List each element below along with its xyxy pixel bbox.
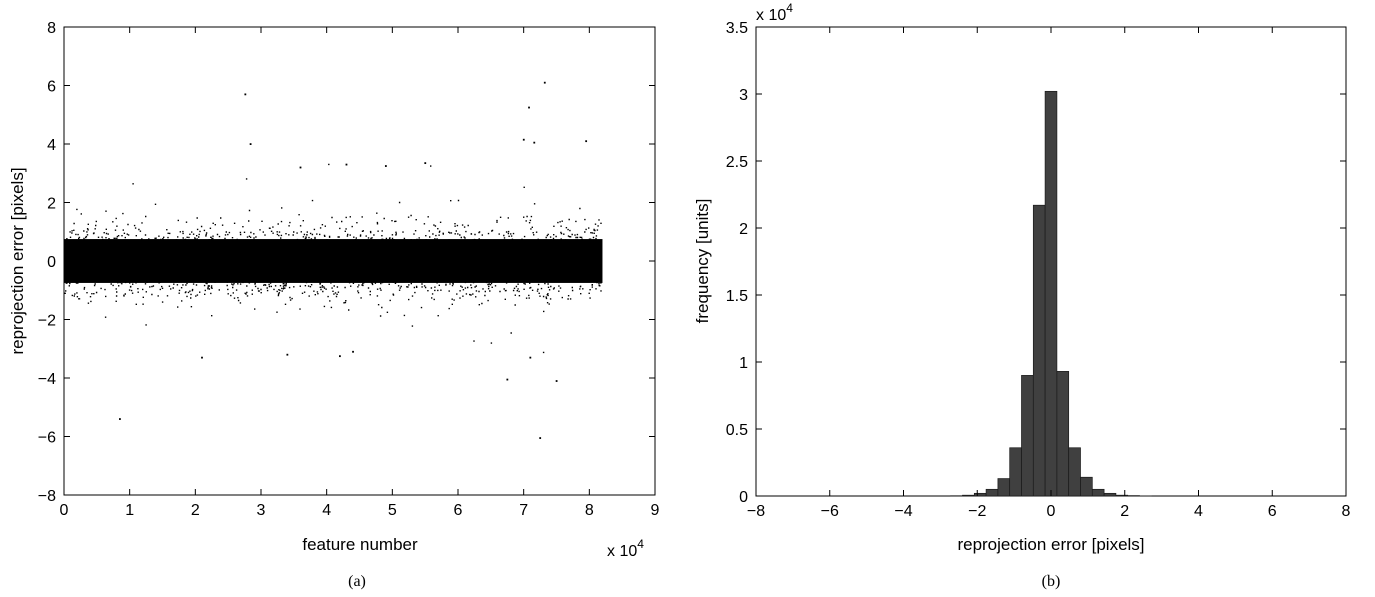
scatter-x-tick-label: 2 — [191, 502, 200, 519]
histogram-bar — [985, 488, 999, 497]
scatter-y-axis-label: reprojection error [pixels] — [8, 167, 27, 354]
scatter-outlier-point — [543, 81, 546, 84]
histogram-bar — [1044, 90, 1058, 497]
histogram-bar — [1080, 476, 1093, 497]
histogram-y-tick-label: 3 — [739, 87, 748, 104]
histogram-bars — [950, 90, 1152, 497]
scatter-outlier-point — [339, 355, 341, 358]
histogram-panel: −8 −6 −4 −2 0 2 4 6 8 0 0.5 1 1.5 2 2.5 3 3.5 reprojecti… — [693, 1, 1351, 590]
scatter-y-tick-label: 2 — [47, 196, 56, 213]
scatter-outlier-point — [244, 93, 247, 96]
histogram-y-multiplier: x 104 — [756, 1, 793, 24]
scatter-outlier-point — [345, 163, 348, 166]
scatter-x-tick-label: 8 — [585, 502, 594, 519]
histogram-bar — [1056, 371, 1070, 497]
scatter-x-axis-label: feature number — [302, 535, 418, 554]
scatter-x-tick-label: 5 — [388, 502, 397, 519]
histogram-y-tick-label: 1.5 — [726, 288, 748, 305]
scatter-outlier-point — [424, 162, 427, 165]
scatter-x-multiplier: x 104 — [607, 537, 644, 560]
scatter-panel-caption: (a) — [348, 573, 366, 590]
histogram-x-tick-label: −8 — [747, 503, 765, 520]
histogram-x-tick-label: 6 — [1268, 503, 1277, 520]
histogram-panel-caption: (b) — [1042, 573, 1061, 590]
histogram-x-tick-label: 8 — [1342, 503, 1351, 520]
scatter-dense-core — [64, 239, 603, 283]
scatter-y-tick-label: −4 — [38, 371, 56, 388]
histogram-x-tick-label: −6 — [821, 503, 839, 520]
histogram-x-tick-label: −2 — [968, 503, 986, 520]
scatter-outlier-point — [299, 166, 302, 169]
histogram-bar — [1091, 488, 1105, 497]
scatter-y-tick-label: 6 — [47, 79, 56, 96]
scatter-x-multiplier-exponent: 4 — [637, 537, 644, 551]
scatter-outlier-point — [533, 141, 536, 144]
scatter-outlier-point — [286, 353, 289, 356]
histogram-x-tick-label: 2 — [1120, 503, 1129, 520]
scatter-x-tick-label: 1 — [125, 502, 134, 519]
scatter-x-tick-label: 7 — [519, 502, 528, 519]
histogram-x-tick-label: 0 — [1047, 503, 1056, 520]
scatter-outlier-point — [119, 418, 121, 420]
scatter-outlier-point — [201, 356, 203, 359]
histogram-axes: −8 −6 −4 −2 0 2 4 6 8 0 0.5 1 1.5 2 2.5 3 3.5 — [726, 20, 1351, 520]
histogram-bar — [1032, 204, 1046, 497]
scatter-outlier-point — [585, 140, 588, 143]
scatter-panel: 0 1 2 3 4 5 6 7 8 9 −8 −6 −4 −2 0 2 4 6 8 feature number r… — [8, 20, 660, 590]
histogram-x-axis-label: reprojection error [pixels] — [957, 535, 1144, 554]
scatter-outlier-point — [529, 356, 532, 359]
histogram-x-tick-label: 4 — [1194, 503, 1203, 520]
scatter-outlier-point — [384, 165, 387, 167]
scatter-x-tick-label: 6 — [454, 502, 463, 519]
scatter-y-tick-label: −6 — [38, 430, 56, 447]
histogram-y-tick-label: 2.5 — [726, 154, 748, 171]
histogram-bar — [962, 494, 975, 497]
scatter-axes: 0 1 2 3 4 5 6 7 8 9 −8 −6 −4 −2 0 2 4 6 8 — [38, 20, 660, 519]
histogram-y-axis-label: frequency [units] — [693, 199, 712, 324]
histogram-y-tick-label: 1 — [739, 355, 748, 372]
histogram-bar — [997, 478, 1011, 497]
scatter-x-tick-label: 4 — [322, 502, 331, 519]
scatter-y-tick-label: 8 — [47, 20, 56, 37]
histogram-y-multiplier-exponent: 4 — [786, 1, 793, 15]
histogram-bar — [1068, 447, 1081, 497]
scatter-y-tick-label: 4 — [47, 137, 56, 154]
scatter-points — [64, 81, 603, 439]
scatter-outlier-point — [352, 350, 354, 353]
scatter-y-tick-label: −8 — [38, 488, 56, 505]
scatter-y-tick-label: −2 — [38, 313, 56, 330]
scatter-outlier-point — [539, 437, 542, 439]
histogram-x-tick-label: −4 — [894, 503, 912, 520]
histogram-bar — [1103, 492, 1117, 497]
scatter-outlier-point — [522, 138, 525, 141]
histogram-bar — [1115, 494, 1129, 497]
scatter-outlier-point — [249, 143, 252, 145]
scatter-x-tick-label: 3 — [257, 502, 266, 519]
scatter-x-tick-label: 0 — [60, 502, 69, 519]
scatter-outlier-point — [555, 380, 558, 382]
scatter-y-tick-label: 0 — [47, 254, 56, 271]
scatter-x-tick-label: 9 — [651, 502, 660, 519]
scatter-outlier-point — [506, 378, 509, 381]
histogram-bar — [1021, 375, 1034, 497]
histogram-y-tick-label: 0 — [739, 489, 748, 506]
histogram-y-tick-label: 0.5 — [726, 422, 748, 439]
histogram-bar — [1009, 447, 1022, 497]
histogram-y-tick-label: 2 — [739, 221, 748, 238]
histogram-y-tick-label: 3.5 — [726, 20, 748, 37]
histogram-bar — [973, 492, 987, 497]
scatter-outlier-point — [528, 106, 530, 109]
